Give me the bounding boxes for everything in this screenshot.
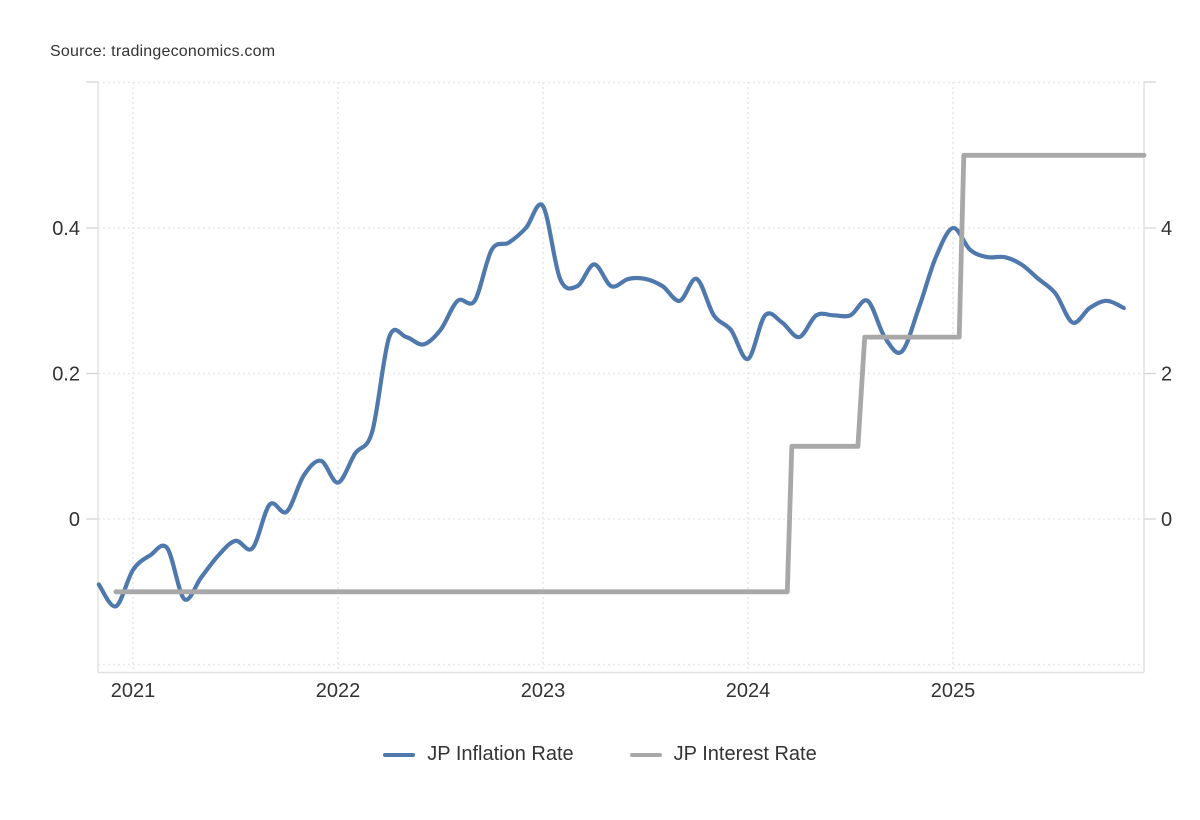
chart-legend: JP Inflation Rate JP Interest Rate <box>0 743 1200 766</box>
right-axis-tick-label: 2 <box>1161 364 1172 386</box>
x-axis-tick-label: 2023 <box>521 680 566 702</box>
legend-label-inflation: JP Inflation Rate <box>427 743 574 765</box>
source-label: Source: tradingeconomics.com <box>50 43 276 60</box>
interest-line[interactable] <box>113 152 1147 595</box>
x-axis-tick-label: 2025 <box>931 680 976 702</box>
right-axis-tick-label: 4 <box>1161 218 1172 240</box>
right-axis-tick-label: 0 <box>1161 509 1172 531</box>
inflation-line[interactable] <box>96 202 1126 609</box>
x-axis-tick-label: 2021 <box>111 680 156 702</box>
left-axis-tick-label: 0.2 <box>52 364 80 386</box>
plot-area[interactable] <box>98 82 1144 673</box>
legend-item-interest[interactable]: JP Interest Rate <box>629 743 817 766</box>
legend-label-interest: JP Interest Rate <box>673 743 817 765</box>
inflation-line-swatch <box>383 752 416 757</box>
left-axis-tick-label: 0 <box>69 509 80 531</box>
interest-line-swatch <box>629 752 662 757</box>
x-axis-tick-label: 2022 <box>316 680 361 702</box>
left-axis-tick-label: 0.4 <box>52 218 80 240</box>
x-axis-tick-label: 2024 <box>726 680 771 702</box>
legend-item-inflation[interactable]: JP Inflation Rate <box>383 743 574 766</box>
